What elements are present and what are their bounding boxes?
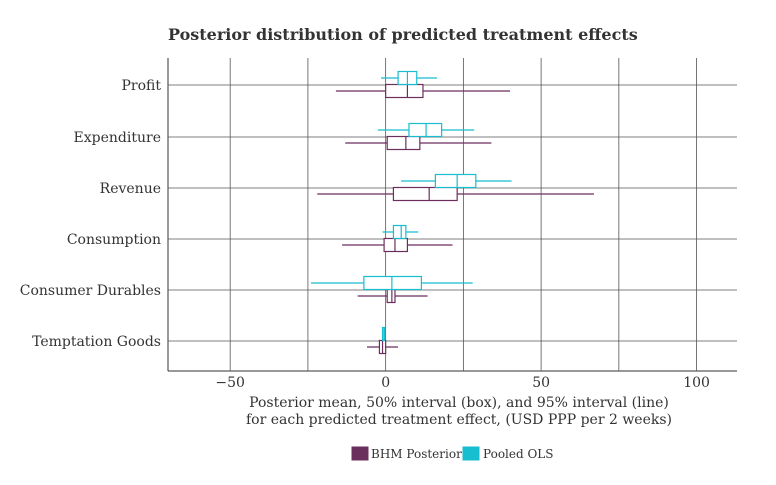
x-tick-labels: −50 0 50 100: [215, 375, 710, 391]
box-bhm-posterior: [345, 135, 492, 151]
category-label: Revenue: [100, 181, 161, 197]
box-pooled-ols: [311, 275, 473, 291]
grid: [167, 58, 737, 372]
box-pooled-ols: [401, 173, 512, 189]
legend-swatch-ols: [462, 446, 480, 461]
legend-label-bhm: BHM Posterior: [371, 447, 462, 461]
box-pooled-ols: [382, 224, 419, 240]
chart-title: Posterior distribution of predicted trea…: [168, 25, 638, 44]
interval-50-box: [386, 135, 421, 151]
x-tick-label: 100: [683, 375, 710, 391]
interval-50-box: [408, 122, 443, 138]
interval-50-box: [392, 224, 407, 240]
x-axis-label-line-1: Posterior mean, 50% interval (box), and …: [249, 395, 669, 411]
interval-50-box: [434, 173, 477, 189]
interval-50-box: [386, 288, 396, 304]
x-tick-label: 50: [532, 375, 550, 391]
interval-50-box: [392, 186, 458, 202]
legend-label-ols: Pooled OLS: [483, 447, 554, 461]
category-label: Temptation Goods: [32, 334, 161, 350]
box-bhm-posterior: [366, 339, 399, 355]
box-pooled-ols: [377, 122, 475, 138]
category-label: Consumer Durables: [20, 283, 161, 299]
category-label: Expenditure: [74, 130, 161, 146]
box-pooled-ols: [380, 70, 437, 86]
x-tick-label: −50: [215, 375, 245, 391]
interval-50-box: [383, 237, 409, 253]
box-pooled-ols: [381, 326, 386, 342]
category-labels: Profit Expenditure Revenue Consumption Consu…: [20, 78, 162, 350]
legend-swatch-bhm: [351, 446, 369, 461]
box-bhm-posterior: [317, 186, 594, 202]
x-tick-label: 0: [381, 375, 390, 391]
box-bhm-posterior: [342, 237, 453, 253]
x-axis-label-line-2: for each predicted treatment effect, (US…: [246, 412, 672, 428]
plot-marks: [311, 70, 594, 355]
box-bhm-posterior: [357, 288, 428, 304]
box-bhm-posterior: [335, 83, 511, 99]
legend: BHM Posterior Pooled OLS: [351, 446, 554, 461]
interval-50-box: [385, 83, 424, 99]
interval-50-box: [363, 275, 423, 291]
category-label: Consumption: [67, 232, 161, 248]
category-label: Profit: [121, 78, 161, 94]
